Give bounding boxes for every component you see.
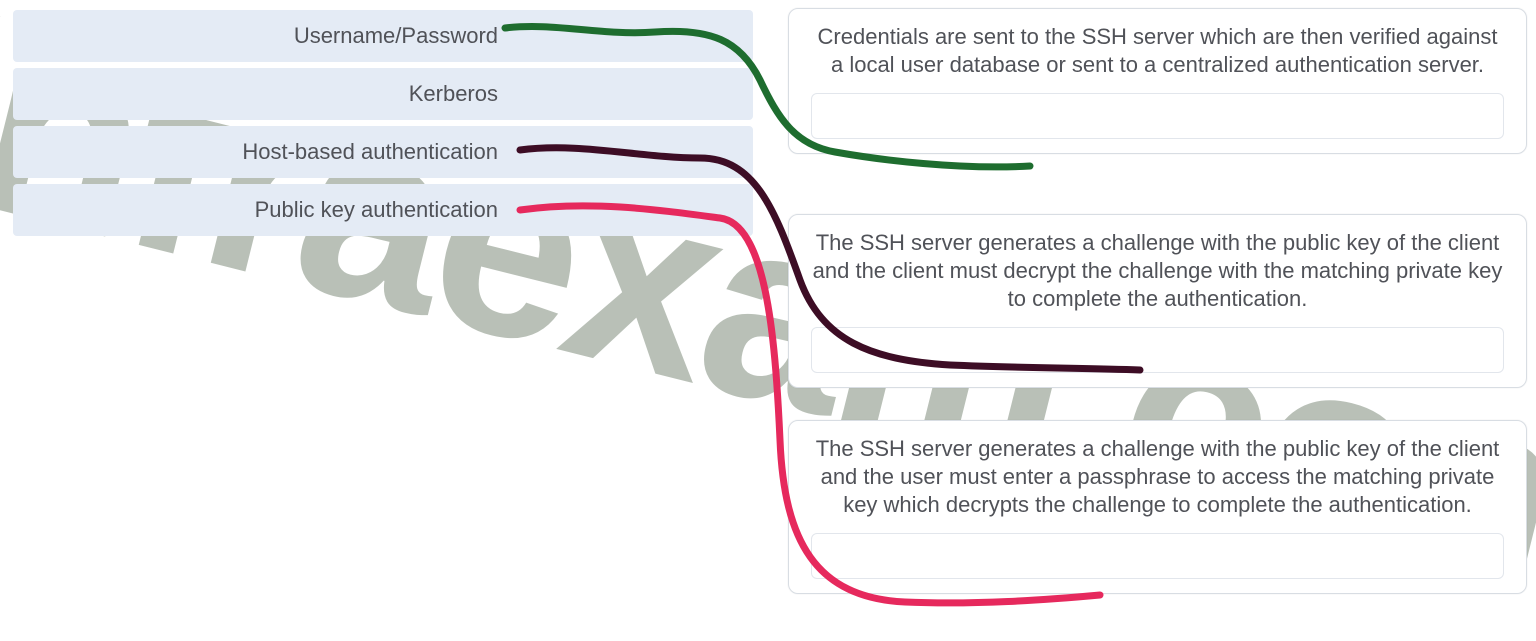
right-card-desc: Credentials are sent to the SSH server w… bbox=[811, 23, 1504, 79]
left-item-label: Kerberos bbox=[409, 81, 498, 107]
right-card-dropzone[interactable] bbox=[811, 93, 1504, 139]
canvas: infraexam.com Username/Password Kerberos… bbox=[0, 0, 1536, 641]
right-card-dropzone[interactable] bbox=[811, 327, 1504, 373]
right-card-desc: The SSH server generates a challenge wit… bbox=[811, 435, 1504, 519]
right-card-dropzone[interactable] bbox=[811, 533, 1504, 579]
left-item-label: Host-based authentication bbox=[242, 139, 498, 165]
right-card-3: The SSH server generates a challenge wit… bbox=[788, 420, 1527, 594]
right-card-1: Credentials are sent to the SSH server w… bbox=[788, 8, 1527, 154]
left-item-label: Public key authentication bbox=[255, 197, 498, 223]
left-item-username-password[interactable]: Username/Password bbox=[13, 10, 753, 62]
left-item-host-based[interactable]: Host-based authentication bbox=[13, 126, 753, 178]
left-item-public-key[interactable]: Public key authentication bbox=[13, 184, 753, 236]
left-item-label: Username/Password bbox=[294, 23, 498, 49]
left-item-kerberos[interactable]: Kerberos bbox=[13, 68, 753, 120]
right-card-desc: The SSH server generates a challenge wit… bbox=[811, 229, 1504, 313]
right-card-2: The SSH server generates a challenge wit… bbox=[788, 214, 1527, 388]
